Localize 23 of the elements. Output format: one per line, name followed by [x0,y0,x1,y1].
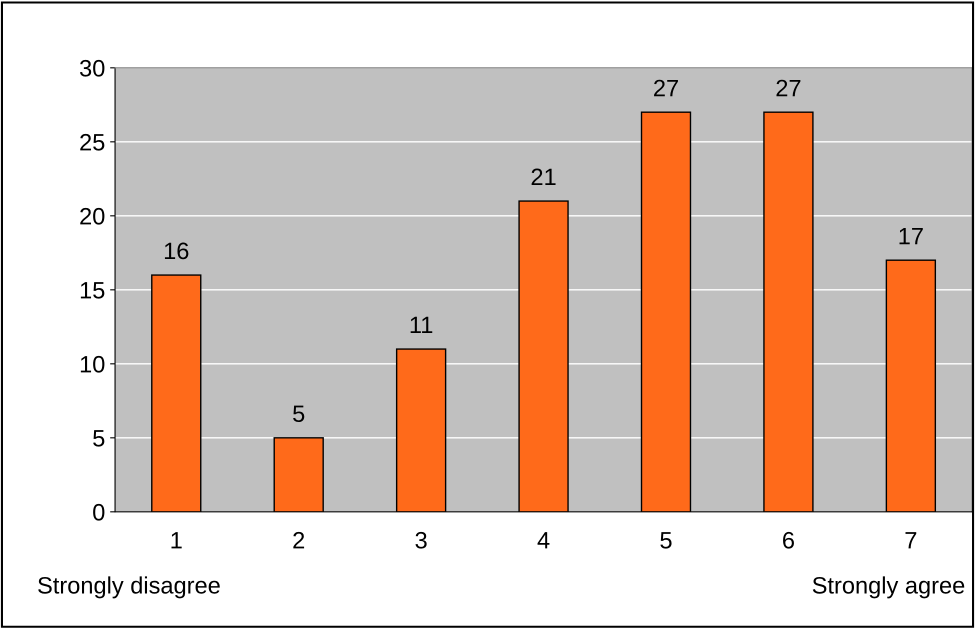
x-tick-label: 6 [783,532,794,549]
x-tick-label: 7 [906,532,916,548]
data-label: 27 [776,80,800,96]
y-tick-label: 10 [80,356,104,373]
x-tick-label: 2 [293,532,304,548]
x-tick-label: 4 [538,532,550,548]
data-label: 17 [900,228,923,244]
x-tick-label: 1 [172,532,182,548]
y-tick-label: 25 [80,134,104,151]
y-tick-label: 15 [80,282,104,299]
y-tick-label: 5 [93,430,104,447]
y-tick-label: 0 [93,504,104,521]
x-tick-label: 3 [415,532,427,549]
text: Strongly agree [812,576,964,598]
data-label: 21 [532,168,556,186]
data-label: 5 [293,406,304,422]
data-label: 27 [654,80,678,96]
x-tick-label: 5 [660,532,672,549]
y-tick-label: 30 [80,60,104,77]
data-label: 16 [164,242,188,260]
text: Strongly disagree [38,576,220,598]
y-tick-label: 20 [80,208,104,225]
data-label: 11 [410,316,432,334]
